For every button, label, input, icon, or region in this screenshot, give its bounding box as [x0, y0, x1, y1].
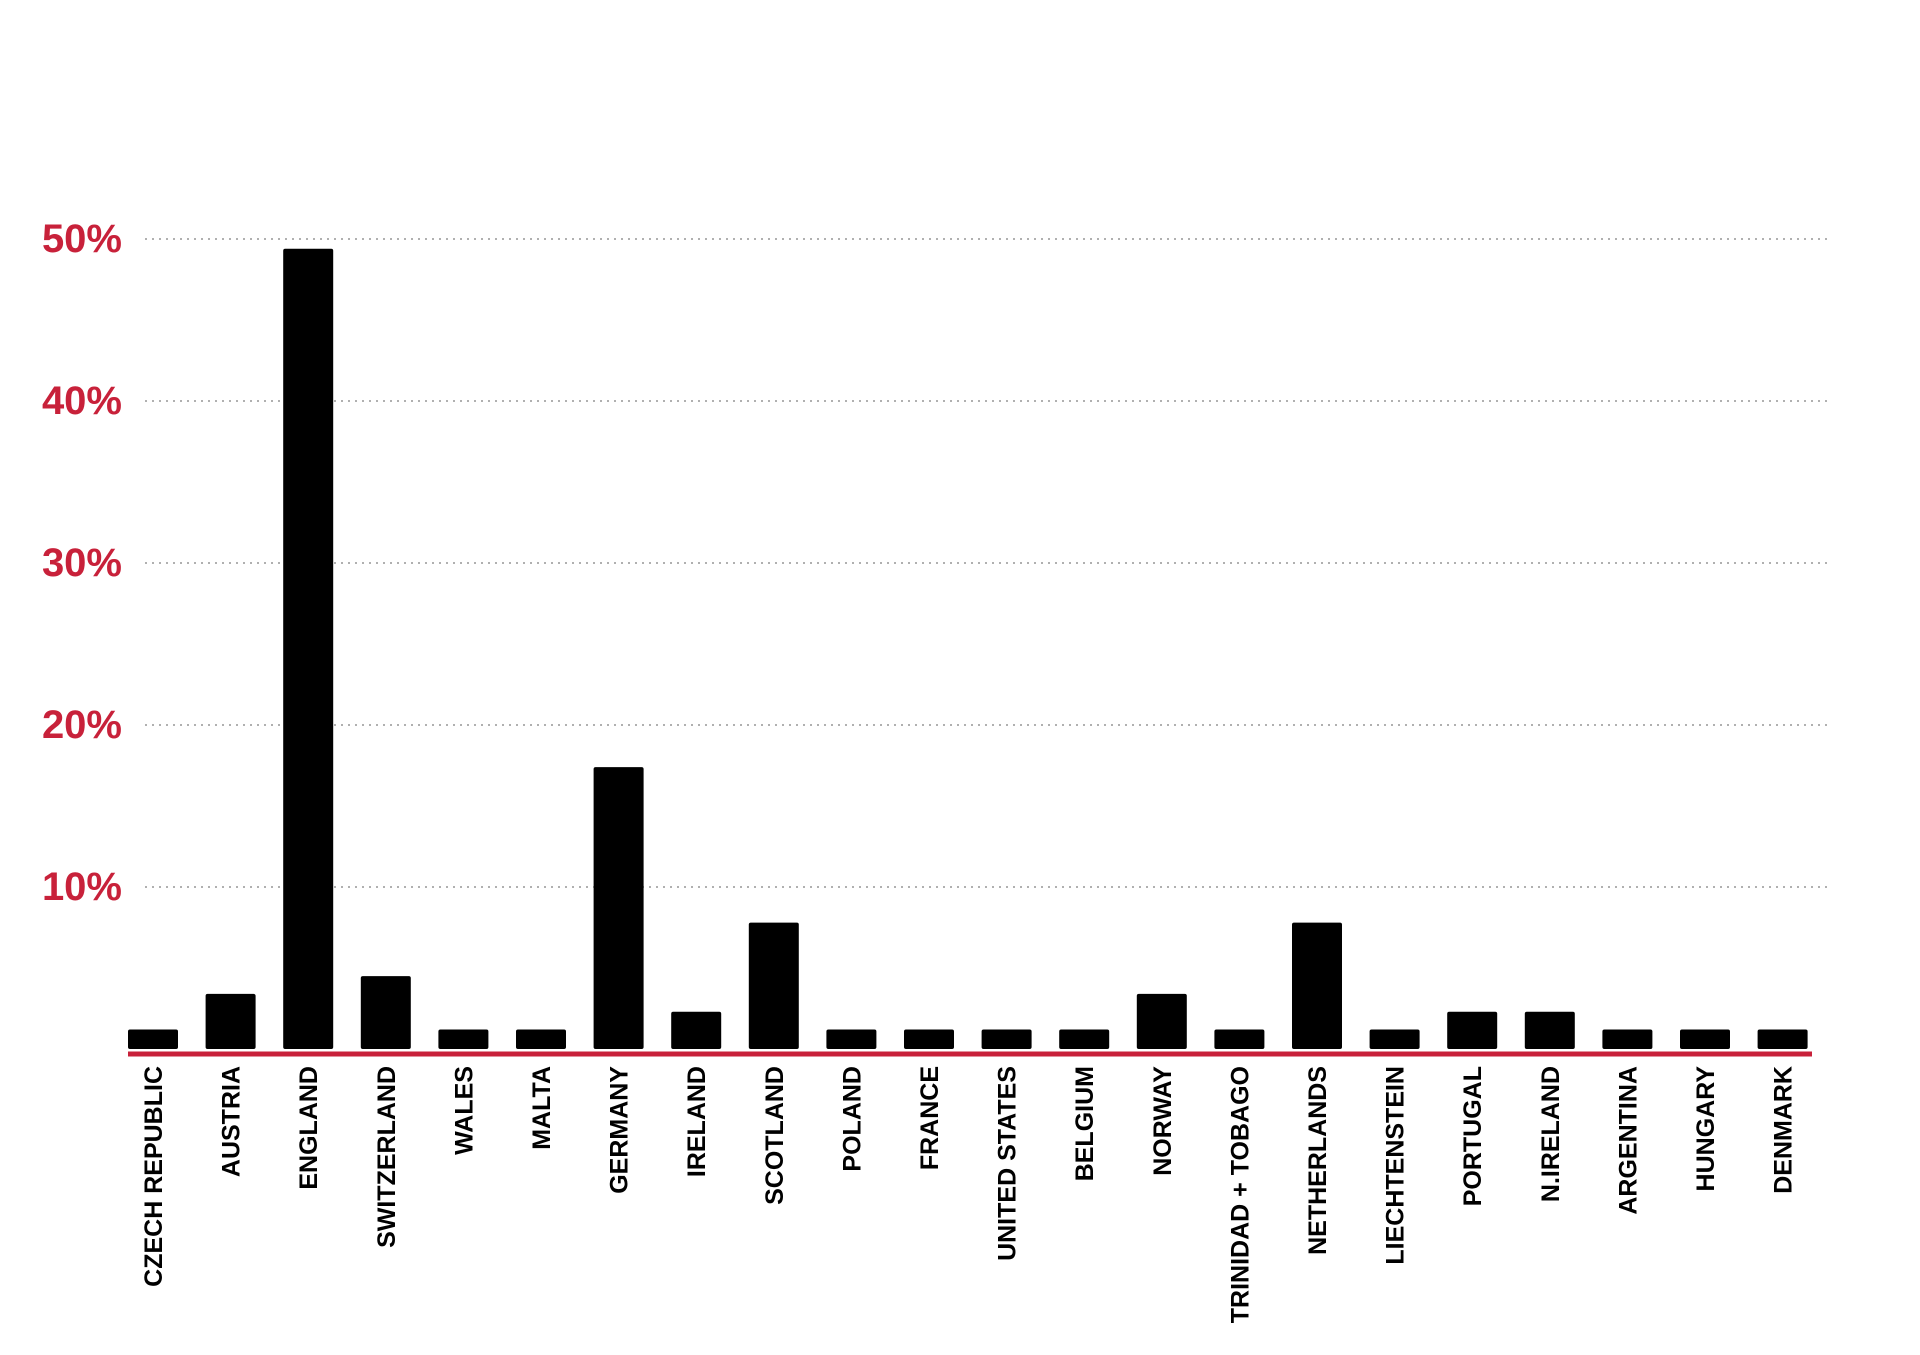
- y-tick-label: 40%: [42, 379, 122, 423]
- x-tick-label: MALTA: [528, 1066, 556, 1150]
- y-tick-label: 50%: [42, 217, 122, 261]
- x-tick-label: ARGENTINA: [1614, 1066, 1642, 1215]
- bar: [128, 1029, 178, 1049]
- bar: [516, 1029, 566, 1049]
- x-tick-label: ENGLAND: [295, 1066, 323, 1190]
- x-tick-label: PORTUGAL: [1459, 1066, 1487, 1206]
- bar: [360, 976, 411, 1049]
- x-tick-label: GERMANY: [606, 1066, 634, 1194]
- bar: [1757, 1029, 1808, 1049]
- x-tick-label: FRANCE: [916, 1066, 944, 1170]
- bar: [1447, 1011, 1498, 1049]
- x-tick-label: WALES: [450, 1066, 478, 1155]
- gridlines: [145, 238, 1830, 888]
- y-tick-label: 30%: [42, 541, 122, 585]
- bar: [1292, 922, 1342, 1049]
- bar: [1680, 1029, 1730, 1049]
- bar: [593, 767, 644, 1049]
- y-tick-label: 10%: [42, 865, 122, 909]
- bar: [1059, 1029, 1110, 1049]
- bar: [283, 248, 334, 1050]
- bar: [748, 922, 799, 1049]
- x-tick-label: UNITED STATES: [994, 1066, 1022, 1261]
- x-tick-label: TRINIDAD + TOBAGO: [1226, 1066, 1254, 1323]
- bar: [205, 993, 256, 1049]
- x-tick-label: SWITZERLAND: [373, 1066, 401, 1248]
- bar: [981, 1029, 1032, 1049]
- x-tick-label: BELGIUM: [1071, 1066, 1099, 1181]
- bar: [1602, 1029, 1653, 1049]
- x-tick-label: LIECHTENSTEIN: [1382, 1066, 1410, 1265]
- x-axis-ticks: CZECH REPUBLIC AUSTRIA ENGLAND SWITZERLAND W…: [140, 1066, 1798, 1324]
- bar: [1136, 993, 1187, 1049]
- bar: [826, 1029, 877, 1049]
- x-tick-label: NETHERLANDS: [1304, 1066, 1332, 1255]
- x-tick-label: HUNGARY: [1692, 1066, 1720, 1192]
- y-tick-label: 20%: [42, 703, 122, 747]
- bar: [904, 1029, 954, 1049]
- x-tick-label: AUSTRIA: [218, 1066, 246, 1177]
- x-tick-label: POLAND: [838, 1066, 866, 1172]
- x-tick-label: SCOTLAND: [761, 1066, 789, 1205]
- bar: [1524, 1011, 1575, 1049]
- x-tick-label: NORWAY: [1149, 1066, 1177, 1176]
- x-tick-label: CZECH REPUBLIC: [140, 1066, 168, 1287]
- x-tick-label: DENMARK: [1770, 1066, 1798, 1194]
- x-tick-label: IRELAND: [683, 1066, 711, 1177]
- bars: [128, 248, 1808, 1050]
- bar: [438, 1029, 489, 1049]
- bar: [1214, 1029, 1265, 1049]
- bar: [1369, 1029, 1420, 1049]
- y-axis-ticks: 10% 20% 30% 40% 50%: [42, 217, 122, 909]
- x-tick-label: N.IRELAND: [1537, 1066, 1565, 1202]
- bar: [671, 1011, 722, 1049]
